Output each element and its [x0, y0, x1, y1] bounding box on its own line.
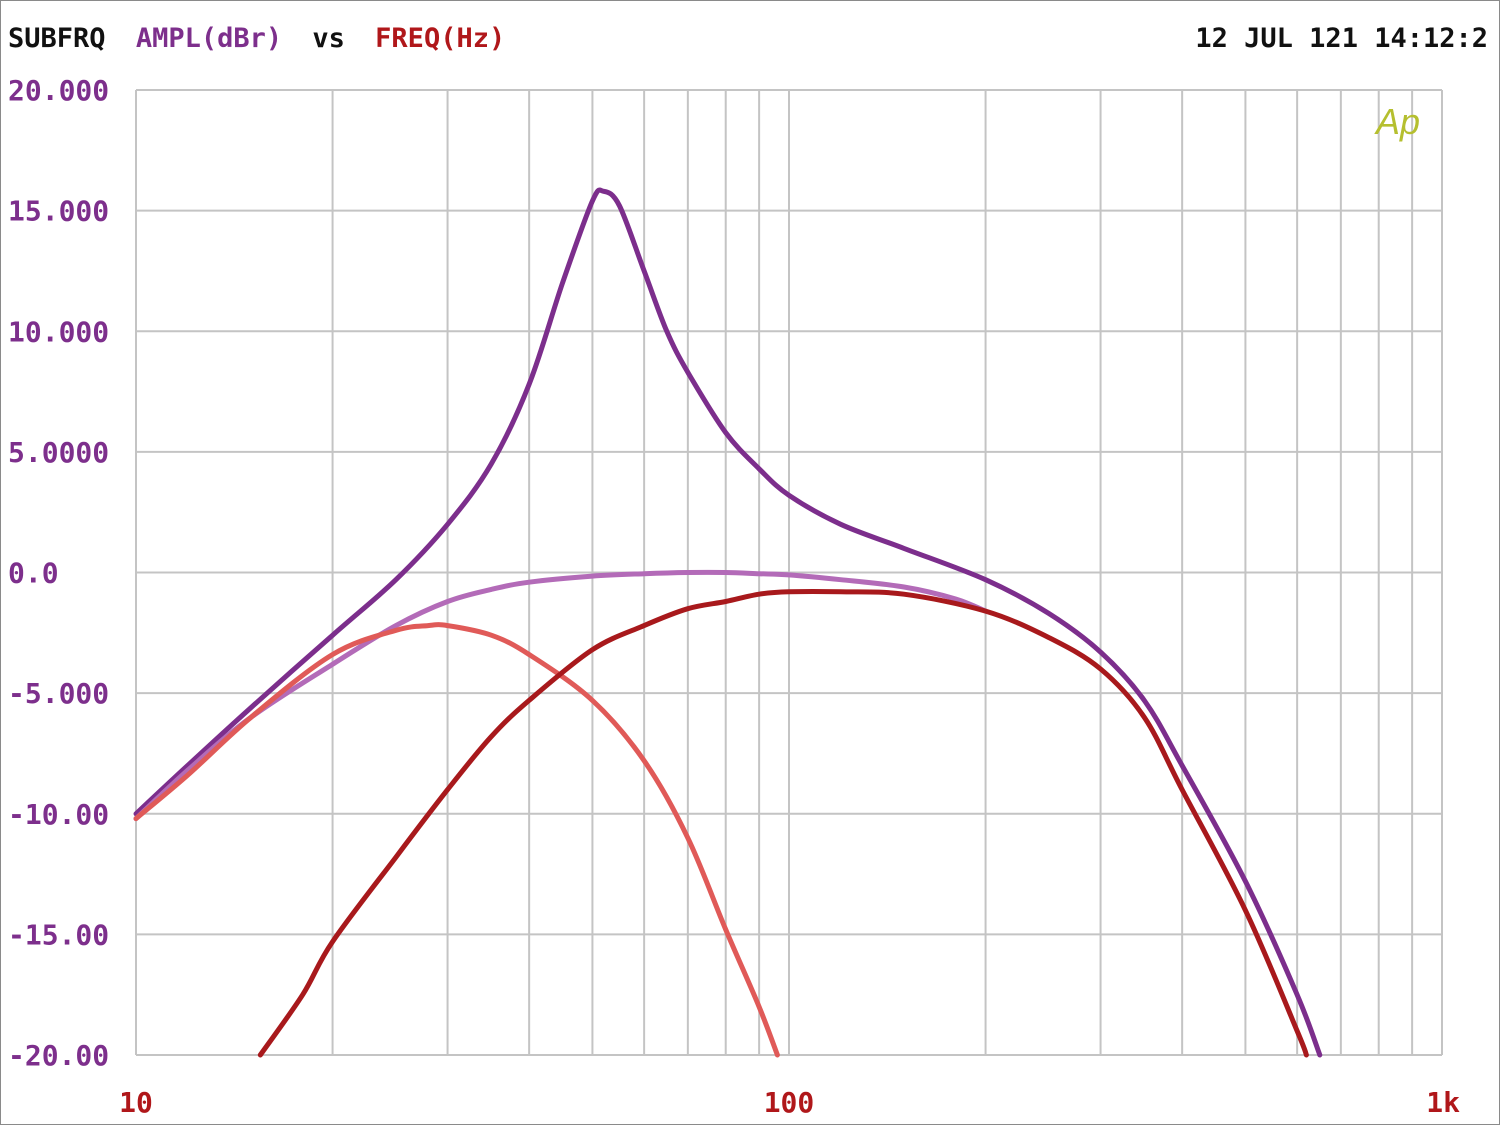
y-tick-label: 0.0 [8, 557, 59, 590]
x-tick-labels: 10 100 1k [119, 1086, 1460, 1119]
y-tick-label: 10.000 [8, 315, 109, 348]
data-curves [133, 187, 1323, 1058]
y-tick-label: -20.00 [8, 1039, 109, 1072]
y-tick-label: -15.00 [8, 918, 109, 951]
y-tick-label: -5.000 [8, 677, 109, 710]
x-tick-label: 10 [119, 1086, 153, 1119]
header-vs: vs [312, 23, 345, 54]
y-tick-label: 5.0000 [8, 436, 109, 469]
series-line-1 [133, 187, 1323, 1058]
y-tick-label: 20.000 [8, 74, 109, 107]
series-line-2 [133, 569, 989, 822]
y-tick-label: -10.00 [8, 798, 109, 831]
x-tick-label: 100 [764, 1086, 815, 1119]
chart-header: SUBFRQ AMPL(dBr) vs FREQ(Hz) [8, 23, 505, 54]
series-line-4 [257, 589, 1309, 1058]
ap-logo: Ap [1374, 101, 1420, 142]
y-tick-label: 15.000 [8, 195, 109, 228]
series-line-3 [133, 622, 780, 1058]
x-axis-label: FREQ(Hz) [375, 23, 505, 54]
y-tick-labels: 20.000 15.000 10.000 5.0000 0.0 -5.000 -10.00 -… [8, 74, 109, 1072]
x-tick-label: 1k [1426, 1086, 1460, 1119]
header-timestamp: 12 JUL 121 14:12:2 [1195, 23, 1488, 54]
y-axis-label: AMPL(dBr) [136, 23, 282, 54]
header-prefix: SUBFRQ [8, 23, 106, 54]
grid-lines [135, 89, 1443, 1056]
